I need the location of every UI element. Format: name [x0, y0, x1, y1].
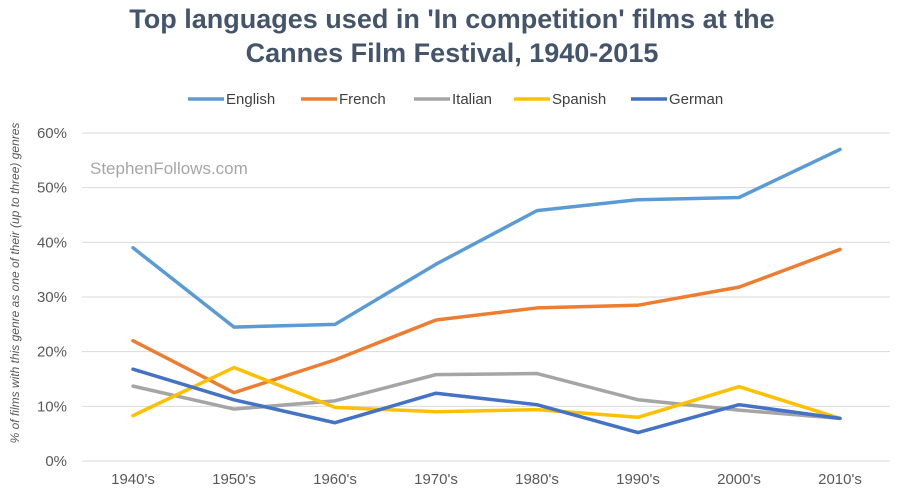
- y-tick-label: 60%: [37, 125, 67, 142]
- legend-item-italian: Italian: [414, 91, 492, 108]
- legend-label: German: [669, 91, 723, 108]
- y-tick-label: 30%: [37, 289, 67, 306]
- x-axis-ticks: 1940's 1950's 1960's 1970's 1980's 1990's 2000…: [111, 471, 862, 488]
- x-tick-label: 1990's: [616, 471, 660, 488]
- y-axis-ticks: 0% 10% 20% 30% 40% 50% 60%: [37, 125, 67, 470]
- chart-title-line-1: Top languages used in 'In competition' f…: [129, 4, 774, 34]
- y-tick-label: 10%: [37, 398, 67, 415]
- x-tick-label: 1980's: [515, 471, 559, 488]
- legend-item-spanish: Spanish: [514, 91, 606, 108]
- legend-label: Italian: [452, 91, 492, 108]
- legend-item-german: German: [631, 91, 723, 108]
- y-tick-label: 20%: [37, 344, 67, 361]
- x-tick-label: 1960's: [313, 471, 357, 488]
- legend-label: English: [226, 91, 275, 108]
- watermark: StephenFollows.com: [90, 159, 248, 178]
- legend-label: French: [339, 91, 386, 108]
- series-lines: [131, 147, 842, 435]
- legend-label: Spanish: [552, 91, 606, 108]
- y-tick-label: 40%: [37, 234, 67, 251]
- x-tick-label: 1940's: [111, 471, 155, 488]
- y-axis-label: % of films with this genre as one of the…: [8, 123, 22, 444]
- x-tick-label: 2000's: [717, 471, 761, 488]
- legend-item-english: English: [188, 91, 275, 108]
- x-tick-label: 1970's: [414, 471, 458, 488]
- chart-title-line-2: Cannes Film Festival, 1940-2015: [246, 38, 659, 68]
- x-tick-label: 2010's: [818, 471, 862, 488]
- series-line-german: [131, 367, 842, 435]
- series-line-spanish: [131, 365, 842, 421]
- y-tick-label: 0%: [45, 453, 67, 470]
- legend-item-french: French: [301, 91, 386, 108]
- x-tick-label: 1950's: [212, 471, 256, 488]
- series-line-english: [131, 147, 842, 329]
- chart-legend: English French Italian Spanish German: [188, 91, 723, 108]
- series-line-french: [131, 247, 842, 395]
- y-tick-label: 50%: [37, 180, 67, 197]
